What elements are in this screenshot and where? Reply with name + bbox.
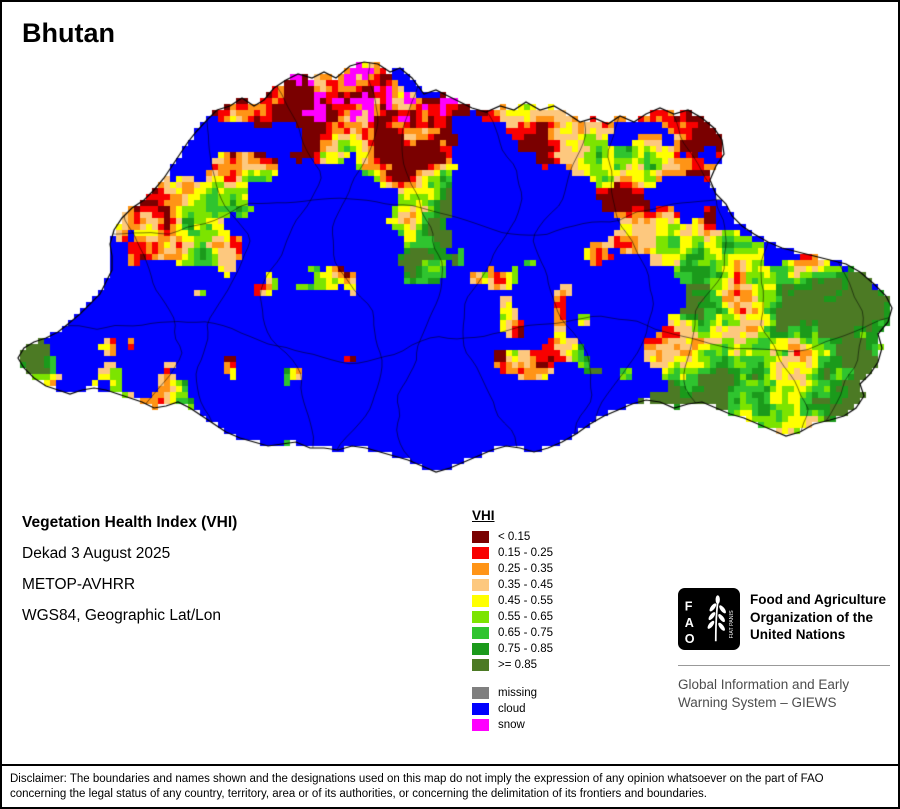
- disclaimer-line: Disclaimer: The boundaries and names sho…: [10, 773, 824, 785]
- info-dekad: Dekad 3 August 2025: [22, 545, 171, 562]
- disclaimer-line: concerning the legal status of any count…: [10, 788, 707, 800]
- info-projection: WGS84, Geographic Lat/Lon: [22, 607, 222, 624]
- fao-org-line: Organization of the: [750, 609, 873, 625]
- legend-swatch: [472, 531, 489, 543]
- legend-label: >= 0.85: [498, 659, 538, 671]
- legend-swatch: [472, 719, 489, 731]
- info-product: Vegetation Health Index (VHI): [22, 514, 238, 531]
- legend-label: missing: [498, 687, 537, 699]
- legend-item: 0.55 - 0.65: [472, 611, 553, 623]
- legend-swatch: [472, 595, 489, 607]
- legend-swatch: [472, 687, 489, 699]
- legend-label: 0.65 - 0.75: [498, 627, 553, 639]
- legend-swatch: [472, 547, 489, 559]
- svg-text:A: A: [685, 616, 694, 630]
- legend-swatch: [472, 579, 489, 591]
- legend-swatch: [472, 627, 489, 639]
- bhutan-vhi-raster-map: [2, 2, 898, 502]
- legend-item-snow: snow: [472, 719, 553, 731]
- legend-label: snow: [498, 719, 525, 731]
- legend-item: 0.35 - 0.45: [472, 579, 553, 591]
- legend-label: < 0.15: [498, 531, 531, 543]
- legend-item: 0.75 - 0.85: [472, 643, 553, 655]
- legend-label: 0.55 - 0.65: [498, 611, 553, 623]
- legend-item-cloud: cloud: [472, 703, 553, 715]
- legend-label: 0.15 - 0.25: [498, 547, 553, 559]
- legend-title: VHI: [472, 508, 495, 523]
- legend-label: 0.25 - 0.35: [498, 563, 553, 575]
- fao-divider: [678, 665, 890, 666]
- legend-item: < 0.15: [472, 531, 553, 543]
- giews-line: Warning System – GIEWS: [678, 695, 837, 710]
- legend-swatch: [472, 563, 489, 575]
- legend-label: 0.75 - 0.85: [498, 643, 553, 655]
- map-title: Bhutan: [22, 18, 115, 48]
- legend-swatch: [472, 659, 489, 671]
- fao-org-line: Food and Agriculture: [750, 592, 886, 607]
- fao-org-name: Food and Agriculture Organization of the…: [750, 588, 886, 650]
- legend-swatch: [472, 643, 489, 655]
- legend-item: 0.25 - 0.35: [472, 563, 553, 575]
- fao-logo: F A O FIAT PANIS: [678, 588, 740, 650]
- giews-line: Global Information and Early: [678, 677, 850, 692]
- info-sensor: METOP-AVHRR: [22, 576, 136, 593]
- svg-text:F: F: [685, 599, 693, 613]
- legend-label: 0.45 - 0.55: [498, 595, 553, 607]
- legend: VHI < 0.15 0.15 - 0.25 0.25 - 0.35 0.35 …: [472, 508, 553, 735]
- map-info-block: Vegetation Health Index (VHI) Dekad 3 Au…: [22, 514, 237, 638]
- giews-caption: Global Information and Early Warning Sys…: [678, 676, 890, 712]
- fao-wheat-emblem-icon: F A O FIAT PANIS: [678, 588, 740, 650]
- svg-text:FIAT PANIS: FIAT PANIS: [729, 610, 735, 638]
- legend-label: cloud: [498, 703, 526, 715]
- legend-swatch: [472, 703, 489, 715]
- disclaimer: Disclaimer: The boundaries and names sho…: [2, 764, 898, 807]
- legend-item: 0.65 - 0.75: [472, 627, 553, 639]
- legend-item: 0.45 - 0.55: [472, 595, 553, 607]
- legend-item: >= 0.85: [472, 659, 553, 671]
- fao-org-line: United Nations: [750, 627, 846, 642]
- legend-item-missing: missing: [472, 687, 553, 699]
- fao-block: F A O FIAT PANIS: [678, 588, 890, 712]
- legend-swatch: [472, 611, 489, 623]
- legend-item: 0.15 - 0.25: [472, 547, 553, 559]
- legend-label: 0.35 - 0.45: [498, 579, 553, 591]
- svg-text:O: O: [685, 632, 695, 646]
- legend-gap: [472, 675, 553, 687]
